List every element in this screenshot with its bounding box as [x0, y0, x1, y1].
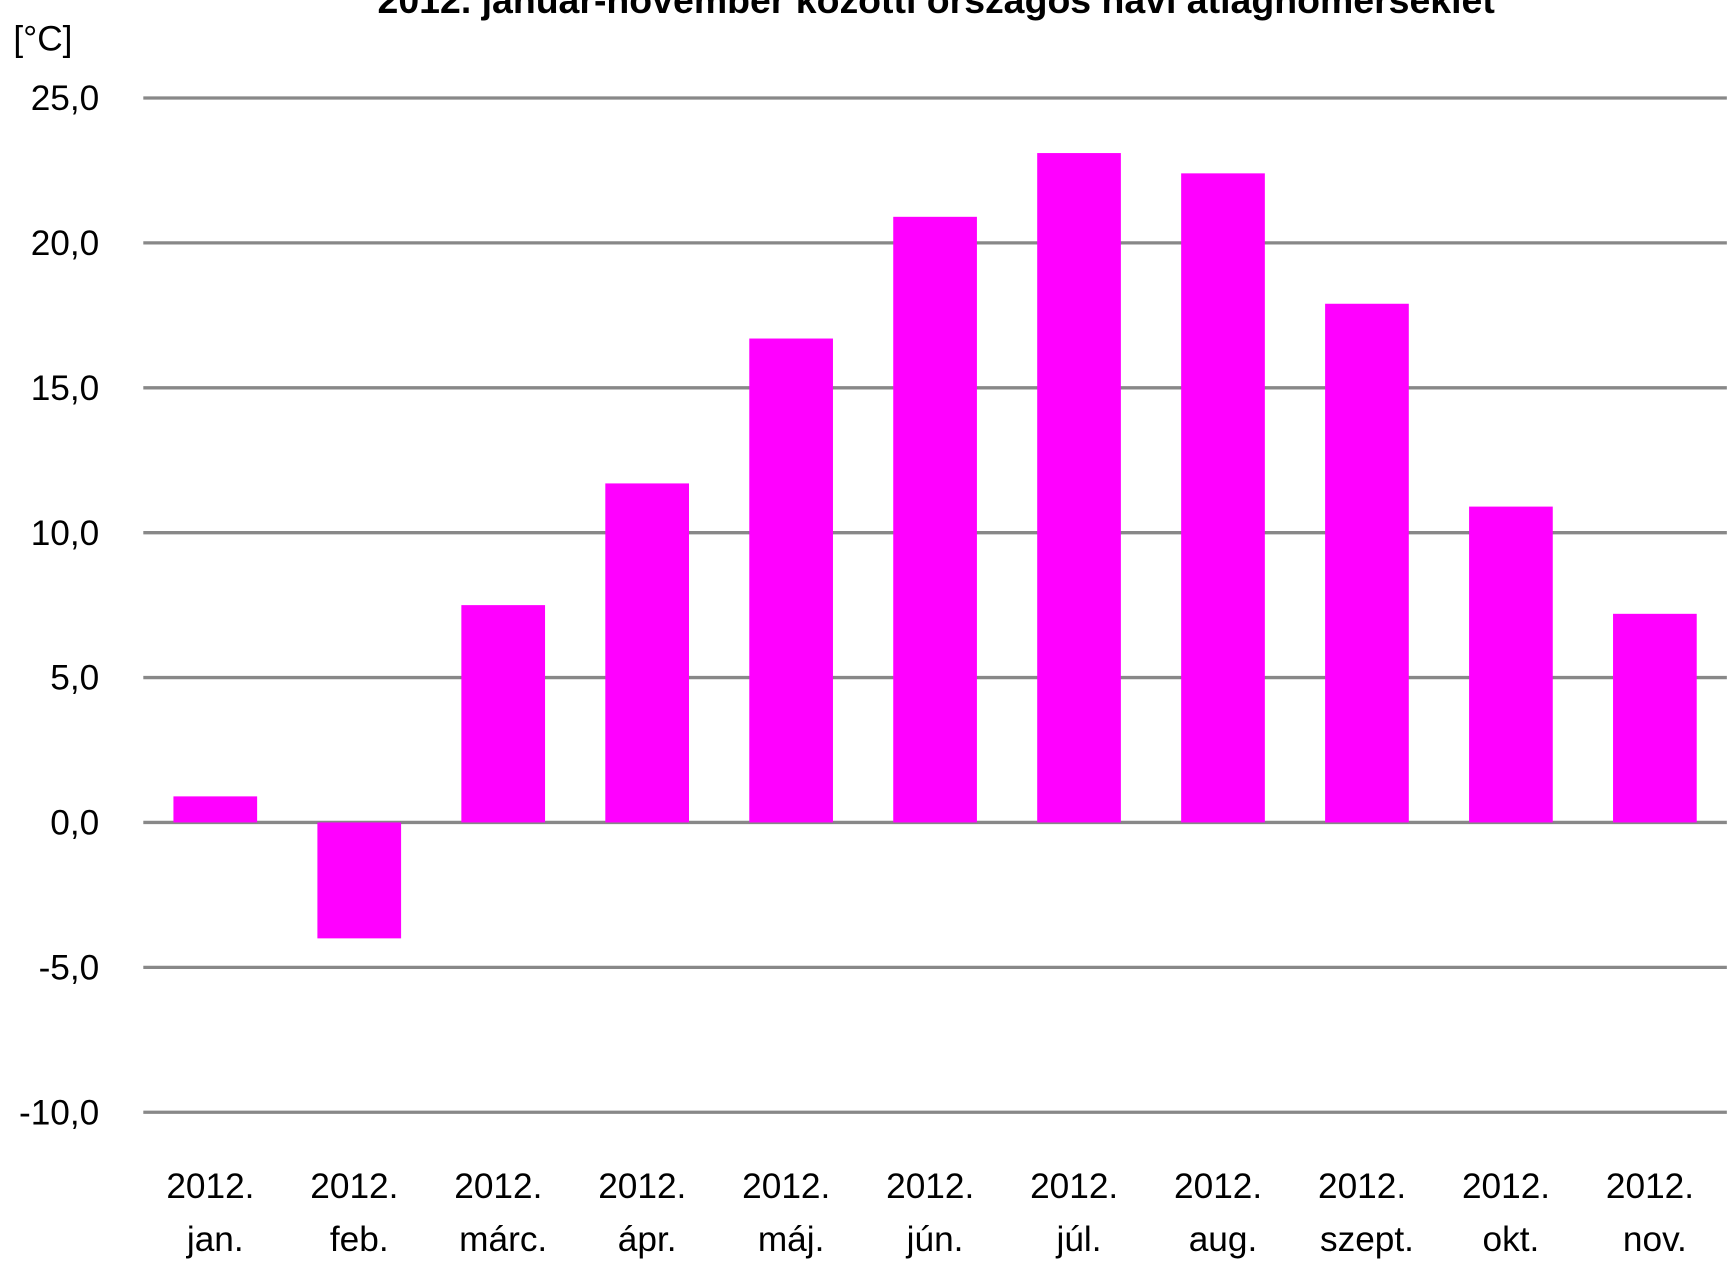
x-tick-label: 2012. nov.: [1606, 1167, 1704, 1259]
x-tick-label: 2012. okt.: [1462, 1167, 1560, 1259]
y-tick-label: 5,0: [50, 659, 99, 698]
bar: [1181, 173, 1265, 823]
bar: [1613, 613, 1697, 823]
y-tick-label: -5,0: [39, 948, 100, 987]
x-tick-label: 2012. feb.: [310, 1167, 408, 1259]
x-tick-label: 2012. júl.: [1030, 1167, 1128, 1259]
chart-title: 2012. január-november közötti országos h…: [378, 0, 1496, 21]
bar: [1325, 303, 1409, 823]
x-tick-label: 2012. aug.: [1174, 1167, 1272, 1259]
bar: [893, 216, 977, 823]
bar: [605, 483, 690, 823]
y-tick-label: 25,0: [31, 79, 100, 118]
bar: [1037, 153, 1121, 823]
bar: [317, 822, 402, 939]
bar: [461, 605, 546, 823]
bar: [173, 796, 258, 823]
y-tick-label: 0,0: [50, 804, 99, 843]
x-tick-label: 2012. máj.: [742, 1167, 840, 1259]
bar: [749, 338, 833, 823]
x-tick-label: 2012. márc.: [454, 1167, 552, 1259]
x-tick-label: 2012. jún.: [886, 1167, 984, 1259]
x-tick-label: 2012. szept.: [1318, 1167, 1416, 1259]
y-tick-label: 10,0: [31, 514, 100, 553]
y-axis-label: [°C]: [13, 20, 72, 59]
bar: [1469, 506, 1553, 823]
x-tick-label: 2012. ápr.: [598, 1167, 696, 1259]
y-tick-label: 15,0: [31, 369, 100, 408]
y-tick-label: 20,0: [31, 224, 100, 263]
y-tick-label: -10,0: [19, 1093, 99, 1132]
x-tick-label: 2012. jan.: [166, 1167, 264, 1259]
